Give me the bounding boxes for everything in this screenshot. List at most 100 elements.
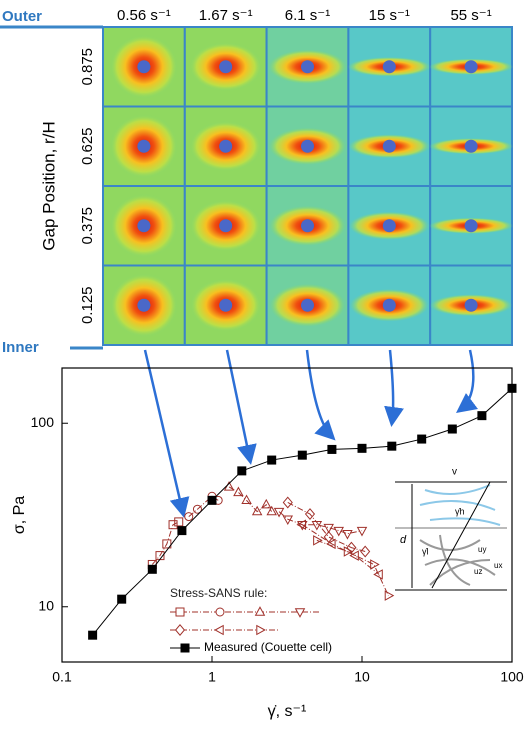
marker: [207, 495, 217, 505]
marker: [357, 443, 367, 453]
column-label: 1.67 s⁻¹: [199, 7, 253, 24]
marker: [251, 505, 263, 516]
beamstop: [301, 139, 314, 153]
legend-marker: [214, 624, 224, 636]
marker: [282, 515, 294, 526]
x-tick-label: 0.1: [52, 669, 72, 685]
beamstop: [219, 60, 233, 74]
inset-label: v: [452, 467, 457, 478]
marker: [117, 594, 127, 604]
legend-marker: [294, 608, 306, 618]
y-axis-label: σ, Pa: [11, 496, 28, 534]
beamstop: [137, 139, 151, 153]
row-label: 0.125: [79, 286, 96, 324]
column-label: 0.56 s⁻¹: [117, 7, 171, 24]
marker: [168, 520, 178, 530]
inset-label: γ̇l: [422, 546, 429, 556]
marker: [356, 526, 368, 537]
x-tick-label: 1: [208, 669, 216, 685]
outer-label: Outer: [2, 8, 42, 25]
beamstop: [301, 298, 314, 312]
series-line: [316, 539, 389, 596]
marker: [192, 504, 202, 514]
marker: [417, 434, 427, 444]
marker: [346, 541, 357, 554]
legend-marker: [256, 624, 266, 636]
marker: [177, 526, 187, 536]
legend-title: Stress-SANS rule:: [170, 586, 267, 600]
row-label: 0.375: [79, 207, 96, 245]
marker: [174, 517, 184, 527]
y-label-top: Gap Position, r/H: [39, 121, 58, 250]
legend-marker: [180, 643, 190, 653]
marker: [387, 441, 397, 451]
marker: [233, 486, 244, 497]
marker: [267, 455, 277, 465]
inner-label: Inner: [2, 339, 39, 356]
marker: [327, 444, 337, 454]
inset-chains: [419, 534, 496, 586]
inset: v d γ̇h γ̇l uy ux uz: [395, 467, 507, 592]
marker: [326, 538, 336, 550]
marker: [373, 569, 383, 580]
x-axis-label: γ̇, s⁻¹: [268, 703, 307, 720]
marker: [147, 564, 157, 574]
legend-label: Measured (Couette cell): [204, 640, 332, 654]
marker: [342, 530, 353, 540]
marker: [477, 411, 487, 421]
marker: [343, 546, 354, 557]
beamstop: [382, 139, 396, 153]
marker: [184, 512, 194, 522]
beamstop: [301, 60, 314, 74]
beamstop: [219, 219, 233, 233]
beamstop: [382, 60, 396, 74]
arrow: [456, 349, 478, 414]
sans-grid: [102, 26, 514, 346]
marker: [313, 535, 323, 546]
marker: [384, 590, 395, 601]
marker: [296, 519, 307, 530]
x-tick-label: 10: [354, 669, 370, 685]
beamstop: [219, 139, 233, 153]
marker: [237, 466, 247, 476]
series-line: [287, 502, 366, 552]
row-label: 0.875: [79, 48, 96, 86]
legend-marker: [174, 624, 186, 636]
inset-label: uz: [474, 567, 482, 576]
y-tick-label: 100: [31, 414, 55, 430]
marker: [349, 550, 359, 561]
beamstop: [464, 298, 478, 312]
beamstop: [137, 219, 151, 233]
marker: [370, 559, 380, 570]
inset-label: ux: [494, 561, 502, 570]
marker: [282, 496, 293, 509]
inset-chains: [419, 484, 501, 526]
marker: [304, 508, 316, 521]
row-label: 0.625: [79, 127, 96, 165]
marker: [273, 507, 285, 518]
beamstop: [137, 298, 151, 312]
beamstop: [301, 219, 314, 233]
inset-profile: [431, 481, 491, 589]
plot: 0.1 1 10 100 10 100 Measured (Couette cell): [31, 383, 524, 685]
y-tick-label: 10: [38, 597, 54, 613]
column-label: 55 s⁻¹: [450, 7, 491, 24]
legend-marker: [175, 607, 185, 617]
series-line: [302, 524, 380, 575]
x-tick-label: 100: [500, 669, 524, 685]
inset-label: d: [400, 534, 407, 546]
marker: [261, 498, 272, 509]
marker: [88, 630, 98, 640]
beamstop: [464, 60, 478, 74]
legend-marker: [254, 606, 266, 616]
column-label: 6.1 s⁻¹: [285, 7, 330, 24]
inset-bg: [395, 478, 507, 592]
beamstop: [382, 298, 396, 312]
legend-marker: [215, 607, 225, 617]
marker: [297, 450, 307, 460]
marker: [323, 531, 334, 543]
beamstop: [137, 60, 151, 74]
arrow: [225, 349, 257, 465]
arrow: [143, 349, 190, 518]
